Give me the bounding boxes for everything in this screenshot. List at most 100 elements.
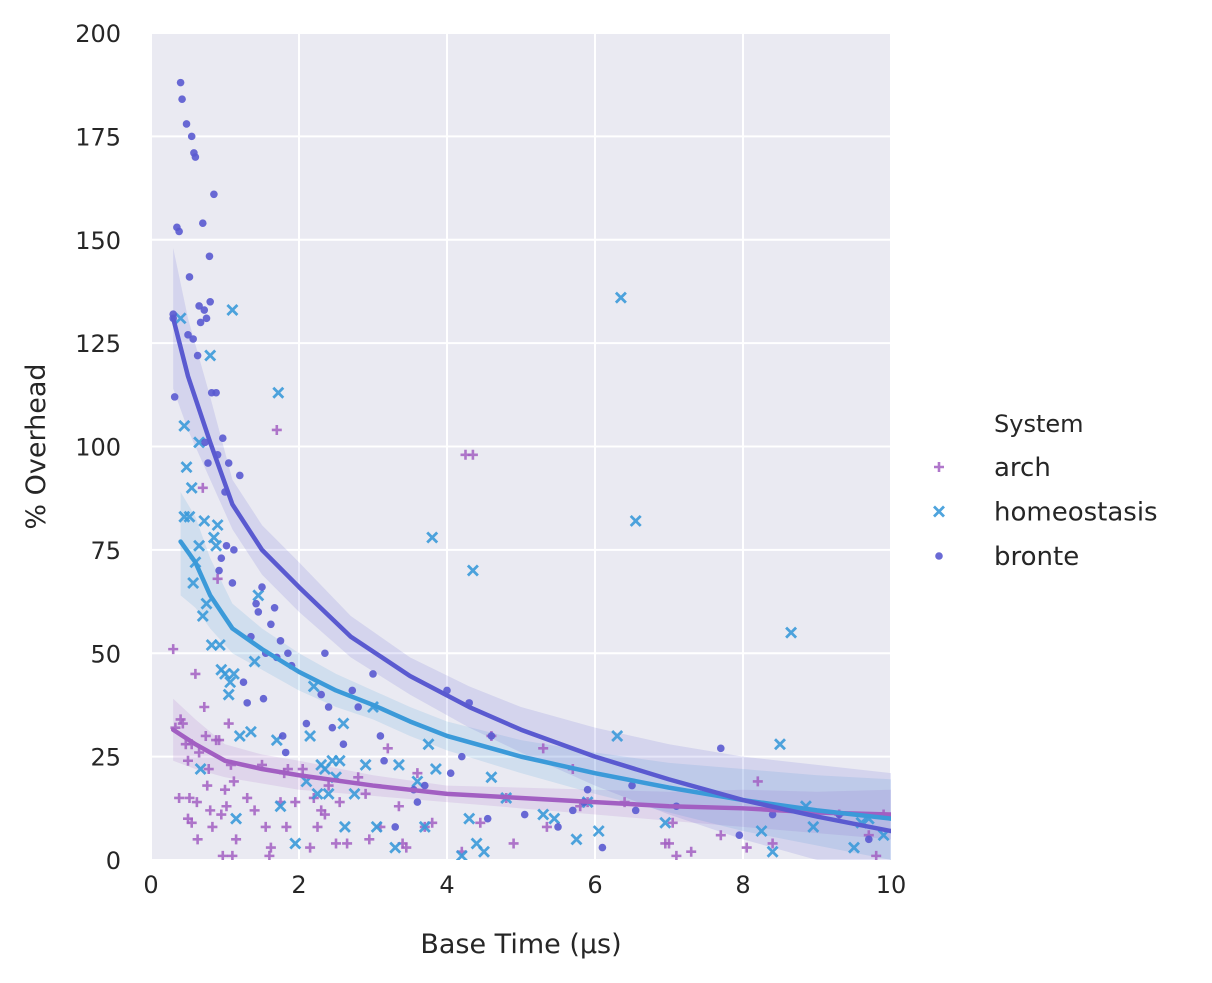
data-point-bronte — [421, 781, 429, 790]
data-point-homeostasis — [244, 725, 257, 738]
x-tick-label: 4 — [439, 871, 454, 899]
data-point-homeostasis — [426, 531, 439, 544]
data-point-arch — [312, 821, 323, 832]
legend-label-bronte: bronte — [994, 542, 1079, 572]
data-point-bronte — [252, 599, 260, 608]
y-tick-label: 25 — [90, 744, 121, 772]
data-point-homeostasis — [185, 481, 198, 494]
data-point-arch — [197, 482, 208, 493]
data-point-arch — [228, 776, 239, 787]
data-point-arch — [360, 788, 371, 799]
data-point-arch — [216, 809, 227, 820]
data-point-bronte — [215, 566, 223, 575]
data-point-homeostasis — [785, 626, 798, 639]
data-point-arch — [686, 846, 697, 857]
data-point-bronte — [212, 388, 220, 397]
y-tick-label: 200 — [75, 20, 121, 48]
data-point-bronte — [554, 823, 562, 831]
data-point-homeostasis — [766, 845, 779, 858]
data-point-bronte — [348, 686, 357, 695]
data-point-bronte — [391, 823, 400, 831]
data-point-arch — [331, 838, 341, 849]
data-point-arch — [202, 780, 213, 791]
data-point-arch — [227, 850, 238, 860]
x-tick-label: 10 — [876, 871, 907, 899]
data-point-arch — [305, 842, 316, 853]
data-point-homeostasis — [807, 820, 820, 833]
data-point-bronte — [321, 649, 329, 658]
legend-marker-arch — [934, 462, 944, 472]
data-point-homeostasis — [333, 754, 346, 767]
confidence-band-arch — [173, 698, 891, 840]
data-point-arch — [220, 784, 230, 795]
data-point-bronte — [598, 843, 607, 852]
data-point-arch — [538, 743, 549, 754]
data-point-bronte — [189, 335, 197, 343]
data-point-bronte — [520, 810, 529, 819]
y-axis-label: % Overhead — [21, 363, 52, 529]
data-point-bronte — [569, 806, 577, 815]
data-point-homeostasis — [193, 436, 206, 449]
data-point-bronte — [458, 752, 466, 761]
data-point-bronte — [328, 723, 337, 732]
data-point-homeostasis — [248, 655, 261, 668]
data-point-homeostasis — [485, 771, 498, 784]
data-point-arch — [667, 817, 678, 828]
data-point-bronte — [170, 393, 179, 401]
data-point-bronte — [717, 744, 725, 753]
data-point-homeostasis — [230, 812, 243, 825]
data-point-bronte — [236, 471, 244, 480]
data-point-arch — [194, 747, 205, 758]
data-point-homeostasis — [210, 539, 223, 552]
legend-label-arch: arch — [994, 453, 1051, 483]
data-point-arch — [199, 702, 210, 713]
grid-lines — [150, 32, 892, 861]
data-point-homeostasis — [207, 531, 220, 544]
data-point-bronte — [187, 132, 196, 141]
data-point-homeostasis — [370, 820, 383, 833]
fit-line-homeostasis — [178, 539, 891, 821]
data-point-homeostasis — [659, 816, 672, 829]
data-point-arch — [393, 801, 404, 812]
data-point-homeostasis — [411, 775, 424, 788]
data-point-bronte — [205, 252, 214, 261]
data-point-arch — [217, 850, 228, 860]
data-point-homeostasis — [774, 738, 786, 751]
x-tick-label: 2 — [291, 871, 306, 899]
data-point-homeostasis — [224, 676, 237, 689]
data-point-arch — [412, 768, 423, 779]
data-point-homeostasis — [592, 825, 605, 838]
data-point-arch — [319, 809, 330, 820]
data-point-homeostasis — [629, 514, 642, 527]
data-point-homeostasis — [289, 837, 302, 850]
data-point-bronte — [865, 835, 873, 844]
data-point-arch — [242, 792, 253, 803]
data-point-arch — [200, 730, 211, 741]
data-point-bronte — [222, 541, 231, 550]
data-point-homeostasis — [338, 820, 351, 833]
data-point-bronte — [195, 302, 203, 310]
data-point-homeostasis — [183, 510, 196, 523]
data-point-homeostasis — [429, 763, 442, 776]
data-point-bronte — [302, 719, 311, 728]
fit-line-bronte — [170, 316, 891, 834]
data-point-bronte — [413, 798, 422, 806]
data-point-bronte — [487, 732, 496, 740]
data-point-homeostasis — [463, 812, 476, 825]
x-tick-label: 0 — [143, 871, 158, 899]
data-point-arch — [741, 842, 752, 853]
data-point-bronte — [276, 637, 285, 645]
data-point-bronte — [483, 814, 492, 823]
data-point-arch — [174, 792, 185, 803]
legend-title: System — [994, 410, 1084, 438]
data-point-homeostasis — [311, 787, 324, 800]
data-point-homeostasis — [211, 519, 224, 532]
y-tick-label: 175 — [75, 123, 121, 151]
y-tick-label: 125 — [75, 330, 121, 358]
y-tick-label: 75 — [90, 537, 121, 565]
data-point-homeostasis — [359, 758, 372, 771]
data-point-homeostasis — [418, 820, 431, 833]
data-point-homeostasis — [194, 763, 207, 776]
data-point-arch — [401, 842, 412, 853]
data-point-homeostasis — [755, 825, 768, 838]
